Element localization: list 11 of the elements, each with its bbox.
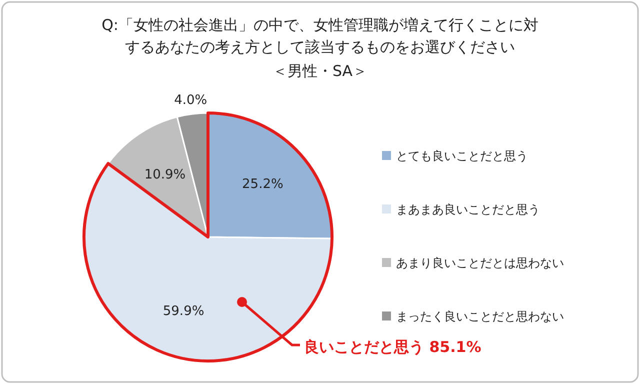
chart-subtitle: ＜男性・SA＞: [272, 62, 368, 80]
data-label: 59.9%: [162, 304, 204, 319]
legend-label: まったく良いことだと思わない: [396, 310, 564, 324]
chart-title: Q:「女性の社会進出」の中で、女性管理職が増えて行くことに対するあなたの考え方として該当するものをお選びください: [102, 16, 538, 56]
data-label: 4.0%: [174, 93, 208, 108]
text: 良いことだと思う 85.1%: [304, 338, 482, 356]
data-label: 25.2%: [242, 176, 284, 192]
legend-label: とても良いことだと思う: [396, 149, 528, 163]
data-label: 10.9%: [144, 167, 186, 182]
legend-label: あまり良いことだとは思わない: [396, 256, 564, 270]
legend-label: まあまあ良いことだと思う: [396, 202, 540, 216]
